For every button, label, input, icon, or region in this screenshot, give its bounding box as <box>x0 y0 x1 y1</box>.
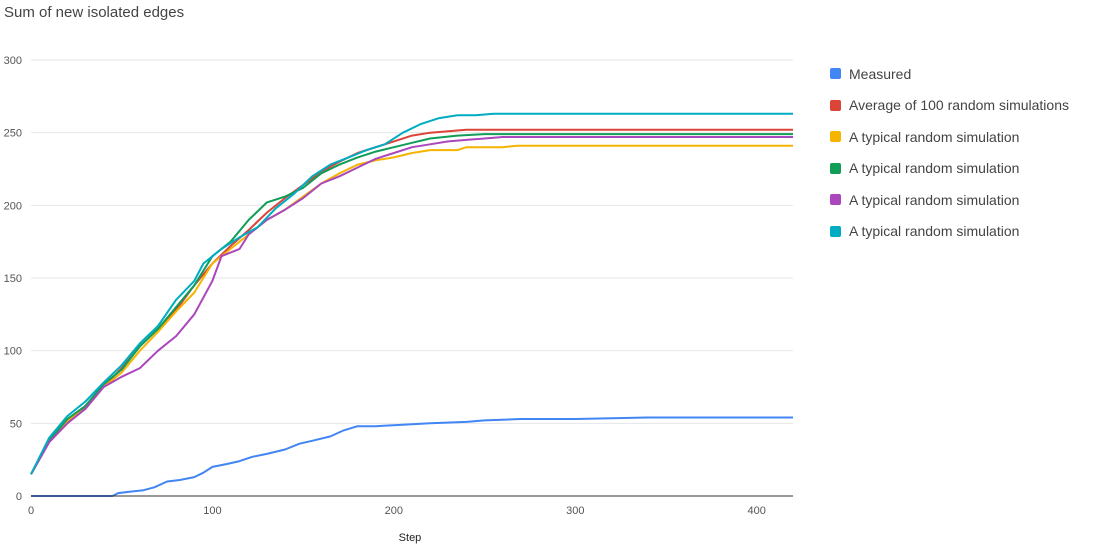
legend-swatch <box>830 194 841 206</box>
series-line-4 <box>30 136 793 475</box>
x-tick-label: 200 <box>385 505 403 517</box>
series-line-1 <box>30 128 793 475</box>
legend-item[interactable]: A typical random simulation <box>830 153 1110 185</box>
legend-item[interactable]: Measured <box>830 58 1110 90</box>
legend-label: A typical random simulation <box>849 191 1020 208</box>
legend-label: Measured <box>849 65 912 82</box>
legend-label: A typical random simulation <box>849 223 1020 240</box>
y-tick-label: 0 <box>16 491 22 503</box>
y-tick-label: 250 <box>4 128 22 140</box>
x-axis-label: Step <box>399 532 422 544</box>
chart-title: Sum of new isolated edges <box>4 4 185 21</box>
legend-swatch <box>830 131 841 143</box>
legend-label: Average of 100 random simulations <box>849 97 1069 114</box>
series-lines <box>30 112 793 497</box>
y-axis-ticks: 0 50 100 150 200 250 300 <box>4 55 22 503</box>
legend-item[interactable]: A typical random simulation <box>830 121 1110 153</box>
legend-item[interactable]: A typical random simulation <box>830 184 1110 216</box>
x-tick-label: 300 <box>566 505 584 517</box>
legend-item[interactable]: A typical random simulation <box>830 216 1110 248</box>
x-axis-ticks: 0 100 200 300 400 <box>28 505 766 517</box>
y-tick-label: 150 <box>4 273 22 285</box>
x-tick-label: 100 <box>203 505 221 517</box>
line-chart: 0 50 100 150 200 250 300 0 100 200 300 400 Step <box>4 55 793 544</box>
y-tick-label: 50 <box>10 418 22 430</box>
legend-item[interactable]: Average of 100 random simulations <box>830 90 1110 122</box>
series-line-3 <box>30 133 793 475</box>
y-tick-label: 300 <box>4 55 22 67</box>
legend-swatch <box>830 99 841 111</box>
series-line-0 <box>31 416 793 497</box>
legend-swatch <box>830 68 841 80</box>
x-tick-label: 0 <box>28 505 34 517</box>
legend-swatch <box>830 162 841 174</box>
y-tick-label: 200 <box>4 200 22 212</box>
legend: Measured Average of 100 random simulation… <box>830 58 1110 247</box>
legend-swatch <box>830 225 841 237</box>
series-line-5 <box>30 112 793 475</box>
y-tick-label: 100 <box>4 346 22 358</box>
legend-label: A typical random simulation <box>849 128 1020 145</box>
legend-label: A typical random simulation <box>849 160 1020 177</box>
x-tick-label: 400 <box>748 505 766 517</box>
